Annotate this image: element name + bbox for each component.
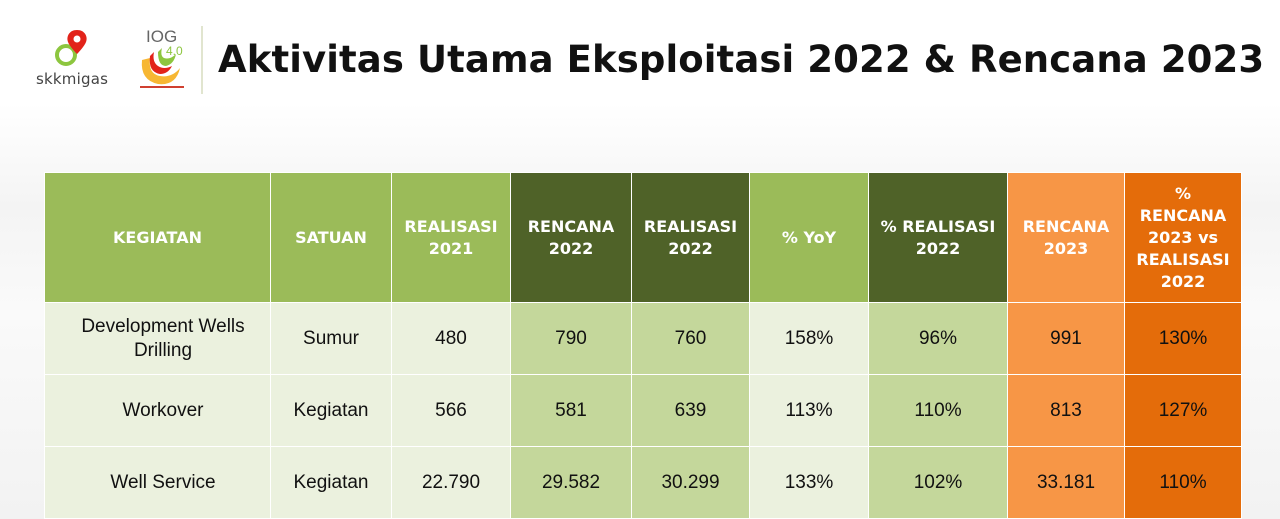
cell-rencana-2023: 813	[1007, 374, 1125, 447]
column-header-rencana-2022: RENCANA 2022	[510, 172, 632, 303]
cell-yoy: 133%	[749, 446, 869, 519]
cell-realisasi-2022: 760	[631, 302, 750, 375]
cell-rencana-2023: 991	[1007, 302, 1125, 375]
table-header-row: KEGIATAN SATUAN REALISASI 2021 RENCANA 2…	[44, 172, 1242, 303]
iog-logo-text: IOG	[146, 27, 177, 46]
cell-yoy: 158%	[749, 302, 869, 375]
cell-satuan: Sumur	[270, 302, 392, 375]
page-title: Aktivitas Utama Eksploitasi 2022 & Renca…	[218, 38, 1265, 81]
cell-pct-realisasi-2022: 96%	[868, 302, 1008, 375]
cell-kegiatan: Workover	[44, 374, 271, 447]
skkmigas-logo: skkmigas	[32, 28, 122, 92]
cell-realisasi-2022: 639	[631, 374, 750, 447]
cell-pct-rencana-vs-realisasi: 127%	[1124, 374, 1242, 447]
table-row: Well Service Kegiatan 22.790 29.582 30.2…	[44, 446, 1242, 519]
cell-rencana-2022: 581	[510, 374, 632, 447]
column-header-rencana-2023: RENCANA 2023	[1007, 172, 1125, 303]
cell-realisasi-2021: 22.790	[391, 446, 511, 519]
cell-realisasi-2021: 480	[391, 302, 511, 375]
iog-logo-version: 4.0	[166, 44, 183, 58]
iog-emblem-icon: IOG 4.0	[140, 27, 184, 88]
iog-logo: IOG 4.0	[132, 22, 194, 92]
column-header-kegiatan: KEGIATAN	[44, 172, 271, 303]
column-header-pct-rencana-vs-realisasi: % RENCANA 2023 vs REALISASI 2022	[1124, 172, 1242, 303]
cell-realisasi-2022: 30.299	[631, 446, 750, 519]
cell-pct-realisasi-2022: 110%	[868, 374, 1008, 447]
column-header-realisasi-2021: REALISASI 2021	[391, 172, 511, 303]
cell-yoy: 113%	[749, 374, 869, 447]
column-header-pct-realisasi-2022: % REALISASI 2022	[868, 172, 1008, 303]
column-header-satuan: SATUAN	[270, 172, 392, 303]
table-row: Workover Kegiatan 566 581 639 113% 110% …	[44, 374, 1242, 447]
cell-rencana-2022: 790	[510, 302, 632, 375]
table-row: Development Wells Drilling Sumur 480 790…	[44, 302, 1242, 375]
header-divider	[201, 26, 203, 94]
cell-pct-rencana-vs-realisasi: 110%	[1124, 446, 1242, 519]
column-header-realisasi-2022: REALISASI 2022	[631, 172, 750, 303]
activity-table: KEGIATAN SATUAN REALISASI 2021 RENCANA 2…	[44, 172, 1242, 519]
skkmigas-logo-text: skkmigas	[36, 70, 109, 88]
skkmigas-pin-icon	[55, 30, 87, 66]
cell-kegiatan: Development Wells Drilling	[44, 302, 271, 375]
cell-realisasi-2021: 566	[391, 374, 511, 447]
header: skkmigas IOG 4.0 Aktivitas Utama Eksploi…	[0, 0, 1280, 120]
cell-rencana-2022: 29.582	[510, 446, 632, 519]
cell-satuan: Kegiatan	[270, 374, 392, 447]
cell-satuan: Kegiatan	[270, 446, 392, 519]
cell-rencana-2023: 33.181	[1007, 446, 1125, 519]
cell-pct-rencana-vs-realisasi: 130%	[1124, 302, 1242, 375]
cell-kegiatan: Well Service	[44, 446, 271, 519]
column-header-yoy: % YoY	[749, 172, 869, 303]
cell-pct-realisasi-2022: 102%	[868, 446, 1008, 519]
